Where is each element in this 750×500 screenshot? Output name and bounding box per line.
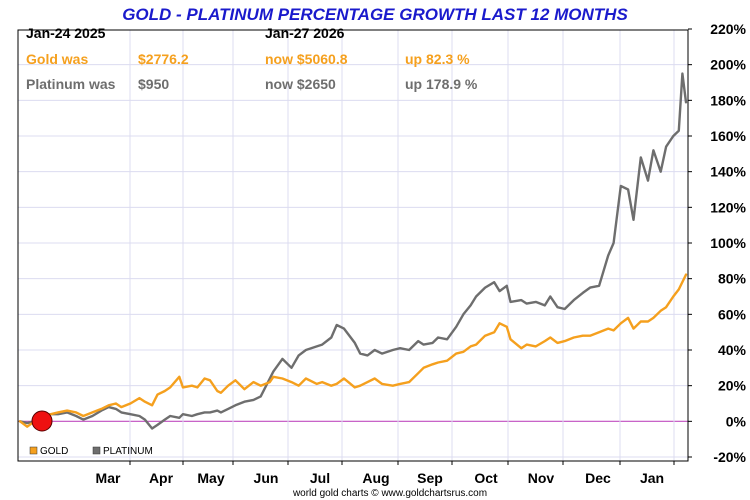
- legend-gold-label: GOLD: [40, 446, 68, 457]
- chart-title: GOLD - PLATINUM PERCENTAGE GROWTH LAST 1…: [122, 5, 628, 24]
- x-tick-label: Dec: [585, 470, 611, 486]
- y-tick-label: 60%: [718, 306, 747, 322]
- y-tick-label: -20%: [713, 449, 746, 465]
- info-header: Jan-24 2025 Jan-27 2026 Gold was $2776.2…: [26, 25, 478, 92]
- x-tick-label: Mar: [96, 470, 121, 486]
- gold-start-price: $2776.2: [138, 51, 189, 67]
- y-tick-label: 100%: [710, 235, 746, 251]
- gold-change: up 82.3 %: [405, 51, 470, 67]
- x-tick-label: May: [197, 470, 224, 486]
- x-axis-ticks: Mar Apr May Jun Jul Aug Sep Oct Nov Dec Jan: [96, 461, 675, 486]
- end-date: Jan-27 2026: [265, 25, 345, 41]
- series-line-gold: [18, 273, 688, 428]
- x-tick-label: Apr: [149, 470, 174, 486]
- x-tick-label: Oct: [474, 470, 498, 486]
- gold-label: Gold was: [26, 51, 88, 67]
- start-date: Jan-24 2025: [26, 25, 106, 41]
- y-tick-label: 0%: [726, 413, 747, 429]
- platinum-change: up 178.9 %: [405, 76, 478, 92]
- x-tick-label: Sep: [417, 470, 443, 486]
- y-tick-label: 20%: [718, 378, 747, 394]
- x-tick-label: Nov: [528, 470, 555, 486]
- legend-platinum-label: PLATINUM: [103, 446, 153, 457]
- series-line-platinum: [18, 72, 688, 430]
- y-tick-label: 180%: [710, 92, 746, 108]
- legend: GOLD PLATINUM: [29, 446, 153, 457]
- y-tick-label: 140%: [710, 164, 746, 180]
- grid-lines: [18, 30, 688, 461]
- start-marker: [31, 410, 53, 432]
- y-tick-label: 40%: [718, 342, 747, 358]
- credit-text: world gold charts © www.goldchartsrus.co…: [292, 488, 487, 499]
- y-tick-label: 80%: [718, 271, 747, 287]
- plot-frame: [17, 29, 689, 462]
- legend-platinum-swatch: [92, 446, 101, 455]
- y-axis-ticks: 220% 200% 180% 160% 140% 120% 100% 80% 60% 40% 20%…: [688, 21, 747, 465]
- y-tick-label: 220%: [710, 21, 746, 37]
- series-lines: [18, 72, 688, 430]
- platinum-label: Platinum was: [26, 76, 116, 92]
- x-tick-label: Jan: [640, 470, 664, 486]
- platinum-start-price: $950: [138, 76, 169, 92]
- y-tick-label: 160%: [710, 128, 746, 144]
- platinum-end-price: now $2650: [265, 76, 336, 92]
- y-tick-label: 200%: [710, 57, 746, 73]
- x-tick-label: Jul: [310, 470, 330, 486]
- legend-gold-swatch: [29, 446, 38, 455]
- x-tick-label: Aug: [362, 470, 389, 486]
- x-tick-label: Jun: [254, 470, 279, 486]
- y-tick-label: 120%: [710, 199, 746, 215]
- gold-end-price: now $5060.8: [265, 51, 348, 67]
